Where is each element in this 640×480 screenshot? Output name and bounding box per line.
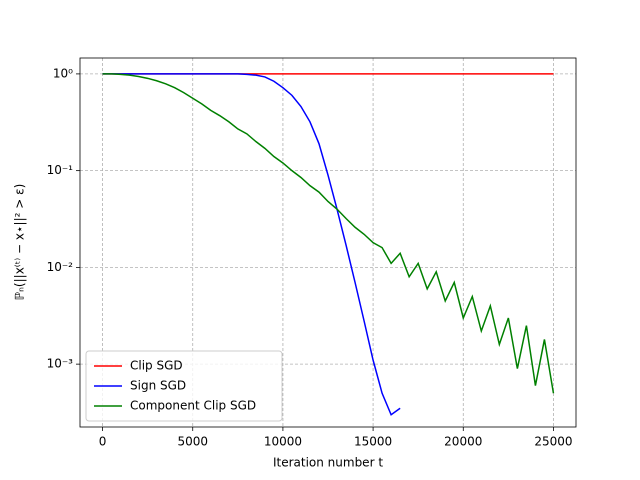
- x-tick-label: 10000: [264, 435, 302, 449]
- legend-label: Sign SGD: [130, 379, 186, 393]
- x-tick-label: 25000: [534, 435, 572, 449]
- x-tick-label: 20000: [444, 435, 482, 449]
- y-axis-label: ℙₙ(||x⁽ᵗ⁾ − x⋆||² > ε): [13, 184, 27, 301]
- x-axis-label: Iteration number t: [273, 456, 383, 470]
- x-tick-label: 5000: [177, 435, 208, 449]
- legend-label: Component Clip SGD: [130, 399, 256, 413]
- axes-frame: [79, 57, 577, 428]
- legend-label: Clip SGD: [130, 359, 183, 373]
- data-line: [102, 73, 555, 394]
- legend-box: [85, 350, 283, 422]
- data-line: [102, 73, 401, 416]
- x-tick-label: 15000: [354, 435, 392, 449]
- y-tick-label: 10⁻¹: [47, 163, 74, 177]
- y-tick-label: 10⁰: [53, 66, 73, 80]
- x-tick-label: 0: [99, 435, 107, 449]
- plot-area: [102, 73, 555, 416]
- y-tick-label: 10⁻²: [47, 260, 74, 274]
- y-tick-label: 10⁻³: [47, 357, 74, 371]
- legend: Clip SGD Sign SGD Component Clip SGD: [85, 350, 283, 422]
